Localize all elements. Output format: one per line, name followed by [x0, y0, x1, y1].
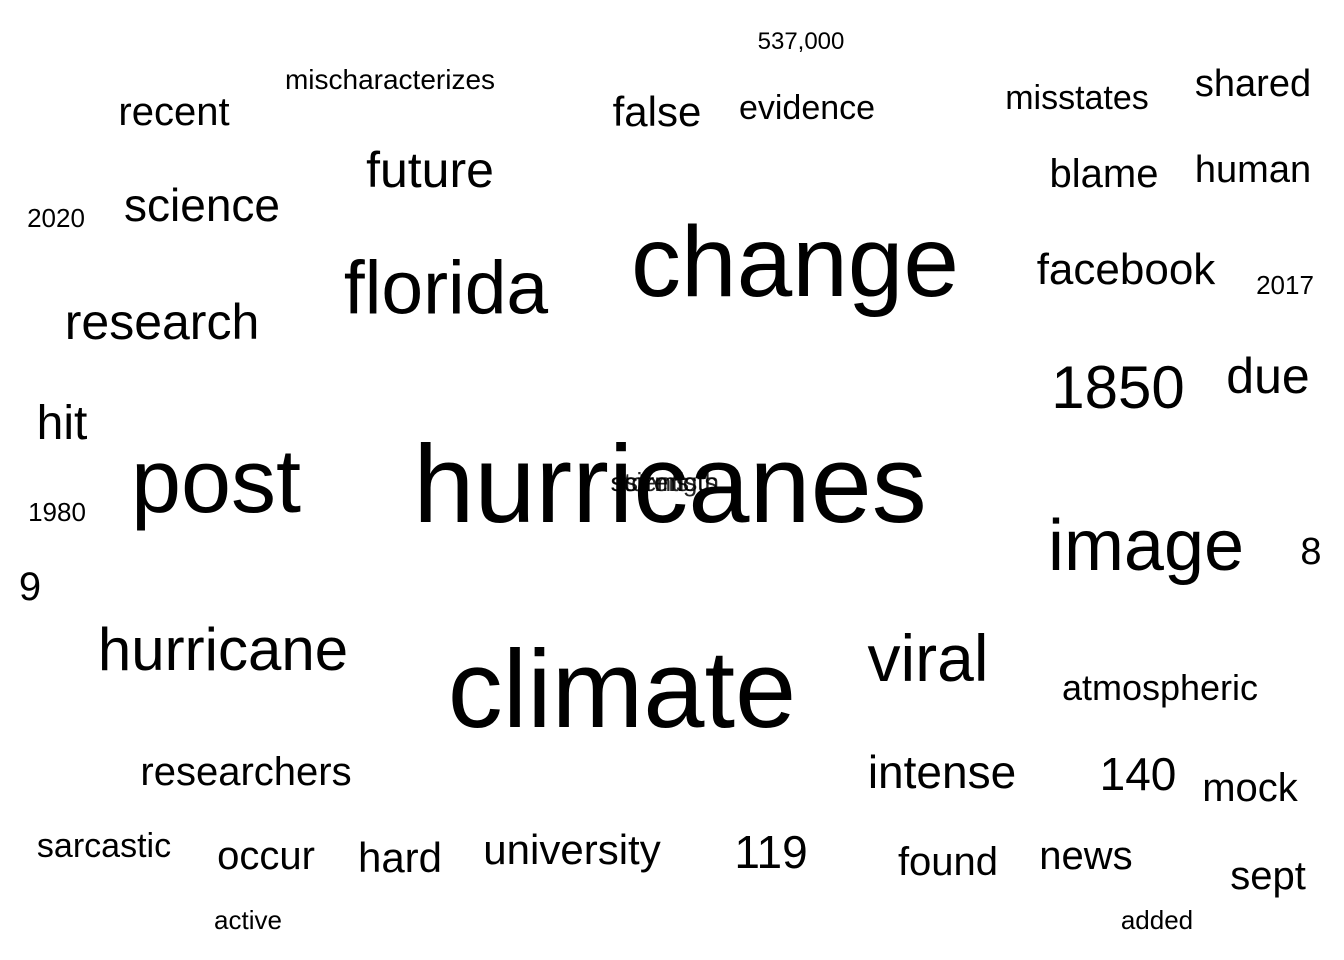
word-post: post [130, 432, 302, 532]
word-119: 119 [734, 826, 808, 878]
word-2017: 2017 [1256, 270, 1314, 300]
word-atmospheric: atmospheric [1061, 667, 1259, 708]
word-misstates: misstates [1005, 79, 1149, 117]
word-human: human [1194, 149, 1312, 191]
word-hurricanes: hurricanes [413, 423, 927, 546]
word-8: 8 [1300, 531, 1322, 573]
word-9: 9 [18, 565, 42, 609]
word-scientists: scientists [610, 467, 718, 497]
word-1850: 1850 [1051, 354, 1185, 421]
word-shared: shared [1194, 63, 1312, 105]
word-florida: florida [343, 245, 549, 330]
word-news: news [1039, 834, 1133, 878]
word-storms: storms [611, 467, 689, 497]
word-research: research [64, 294, 260, 350]
word-found: found [897, 840, 999, 884]
word-hard: hard [357, 834, 443, 881]
word-image: image [1047, 506, 1245, 586]
word-mock: mock [1202, 766, 1298, 810]
word-climate: climate [447, 628, 797, 751]
word-strength: strength [625, 467, 719, 497]
word-recent: recent [118, 90, 230, 134]
word-intense: intense [867, 746, 1017, 798]
word-change: change [630, 206, 960, 318]
word-sept: sept [1230, 854, 1306, 898]
word-hit: hit [36, 397, 88, 450]
word-added: added [1120, 905, 1194, 935]
word-mischaracterizes: mischaracterizes [284, 64, 496, 95]
word-hurricane: hurricane [97, 616, 349, 683]
word-university: university [483, 826, 661, 873]
word-active: active [214, 905, 282, 935]
word-537-000: 537,000 [757, 28, 845, 55]
word-researchers: researchers [140, 750, 352, 794]
word-false: false [612, 88, 702, 135]
word-blame: blame [1049, 152, 1159, 196]
word-occur: occur [217, 834, 315, 878]
word-due: due [1226, 348, 1310, 404]
word-2020: 2020 [27, 203, 85, 233]
word-facebook: facebook [1036, 245, 1216, 294]
word-sarcastic: sarcastic [36, 827, 172, 865]
word-evidence: evidence [738, 89, 876, 127]
word-1980: 1980 [28, 497, 86, 527]
word-future: future [366, 142, 494, 198]
word-viral: viral [867, 621, 989, 695]
word-science: science [124, 179, 280, 231]
word-140: 140 [1099, 748, 1177, 800]
